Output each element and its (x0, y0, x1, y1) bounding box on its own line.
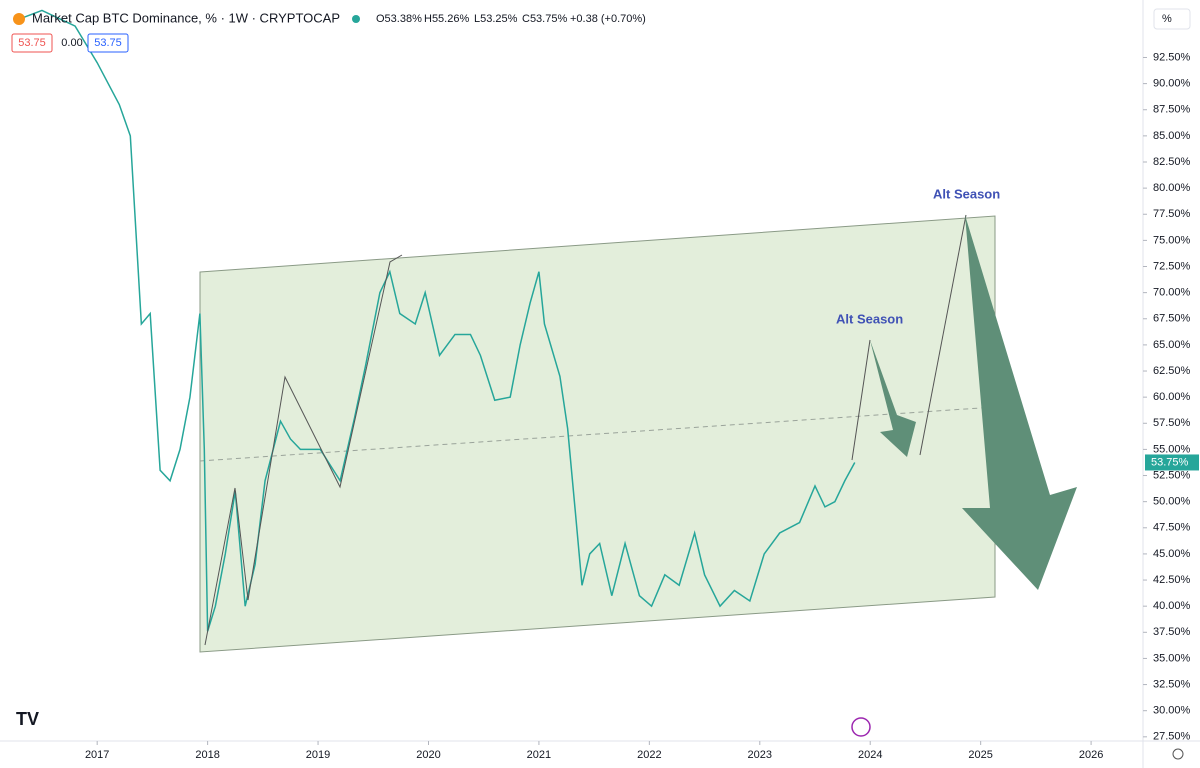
event-icon[interactable] (851, 717, 871, 737)
y-tick-label: 87.50% (1153, 104, 1191, 116)
y-tick-label: 55.00% (1153, 443, 1191, 455)
y-tick-label: 92.50% (1153, 51, 1191, 63)
y-tick-label: 80.00% (1153, 182, 1191, 194)
y-tick-label: 62.50% (1153, 365, 1191, 377)
y-tick-label: 75.00% (1153, 234, 1191, 246)
x-tick-label: 2023 (748, 749, 772, 761)
y-tick-label: 50.00% (1153, 496, 1191, 508)
ohlc-low: L53.25% (474, 13, 518, 25)
x-tick-label: 2020 (416, 749, 440, 761)
drawing-line (919, 214, 967, 456)
y-tick-label: 47.50% (1153, 522, 1191, 534)
big-arrow (962, 215, 1077, 590)
y-tick-label: 40.00% (1153, 600, 1191, 612)
chart-title: Market Cap BTC Dominance, % · 1W · CRYPT… (32, 10, 340, 25)
x-tick-label: 2021 (527, 749, 551, 761)
y-tick-label: 90.00% (1153, 78, 1191, 90)
x-tick-label: 2025 (968, 749, 992, 761)
y-tick-label: 67.50% (1153, 313, 1191, 325)
y-tick-label: 32.50% (1153, 678, 1191, 690)
y-tick-label: 77.50% (1153, 208, 1191, 220)
y-tick-label: 57.50% (1153, 417, 1191, 429)
annotation: Alt Season (933, 186, 1000, 201)
axis-unit: % (1162, 13, 1172, 25)
channel-midline (199, 406, 996, 462)
btc-icon (13, 13, 25, 25)
y-tick-label: 30.00% (1153, 705, 1191, 717)
y-tick-label: 85.00% (1153, 130, 1191, 142)
badge-text: 0.00 (61, 37, 82, 49)
price-line (14, 9, 856, 632)
annotation: Alt Season (836, 311, 903, 326)
y-tick-label: 42.50% (1153, 574, 1191, 586)
y-tick-label: 35.00% (1153, 652, 1191, 664)
logo: TV (16, 709, 39, 729)
x-tick-label: 2019 (306, 749, 330, 761)
y-tick-label: 37.50% (1153, 626, 1191, 638)
unit-box[interactable] (1153, 8, 1191, 30)
y-tick-label: 72.50% (1153, 260, 1191, 272)
y-tick-label: 65.00% (1153, 339, 1191, 351)
y-tick-label: 27.50% (1153, 731, 1191, 743)
badge (87, 33, 129, 53)
x-tick-label: 2024 (858, 749, 882, 761)
x-tick-label: 2018 (195, 749, 219, 761)
y-tick-label: 52.50% (1153, 469, 1191, 481)
drawing-zigzag (204, 254, 403, 646)
badge (11, 33, 53, 53)
last-price-label: 53.75% (1151, 456, 1189, 468)
settings-icon[interactable] (1172, 748, 1184, 760)
y-tick-label: 70.00% (1153, 287, 1191, 299)
ohlc-change: +0.38 (+0.70%) (570, 13, 646, 25)
x-tick-label: 2022 (637, 749, 661, 761)
badge-text: 53.75 (18, 37, 46, 49)
plot-area (14, 9, 856, 632)
ohlc-open: O53.38% (376, 13, 422, 25)
small-arrow (870, 340, 916, 457)
ohlc-close: C53.75% (522, 13, 567, 25)
y-tick-label: 60.00% (1153, 391, 1191, 403)
last-price-box (1145, 454, 1199, 471)
y-tick-label: 82.50% (1153, 156, 1191, 168)
drawing-line (851, 339, 871, 461)
x-tick-label: 2026 (1079, 749, 1103, 761)
x-tick-label: 2017 (85, 749, 109, 761)
badge-text: 53.75 (94, 37, 122, 49)
y-tick-label: 45.00% (1153, 548, 1191, 560)
status-dot (352, 15, 360, 23)
ohlc-high: H55.26% (424, 13, 469, 25)
